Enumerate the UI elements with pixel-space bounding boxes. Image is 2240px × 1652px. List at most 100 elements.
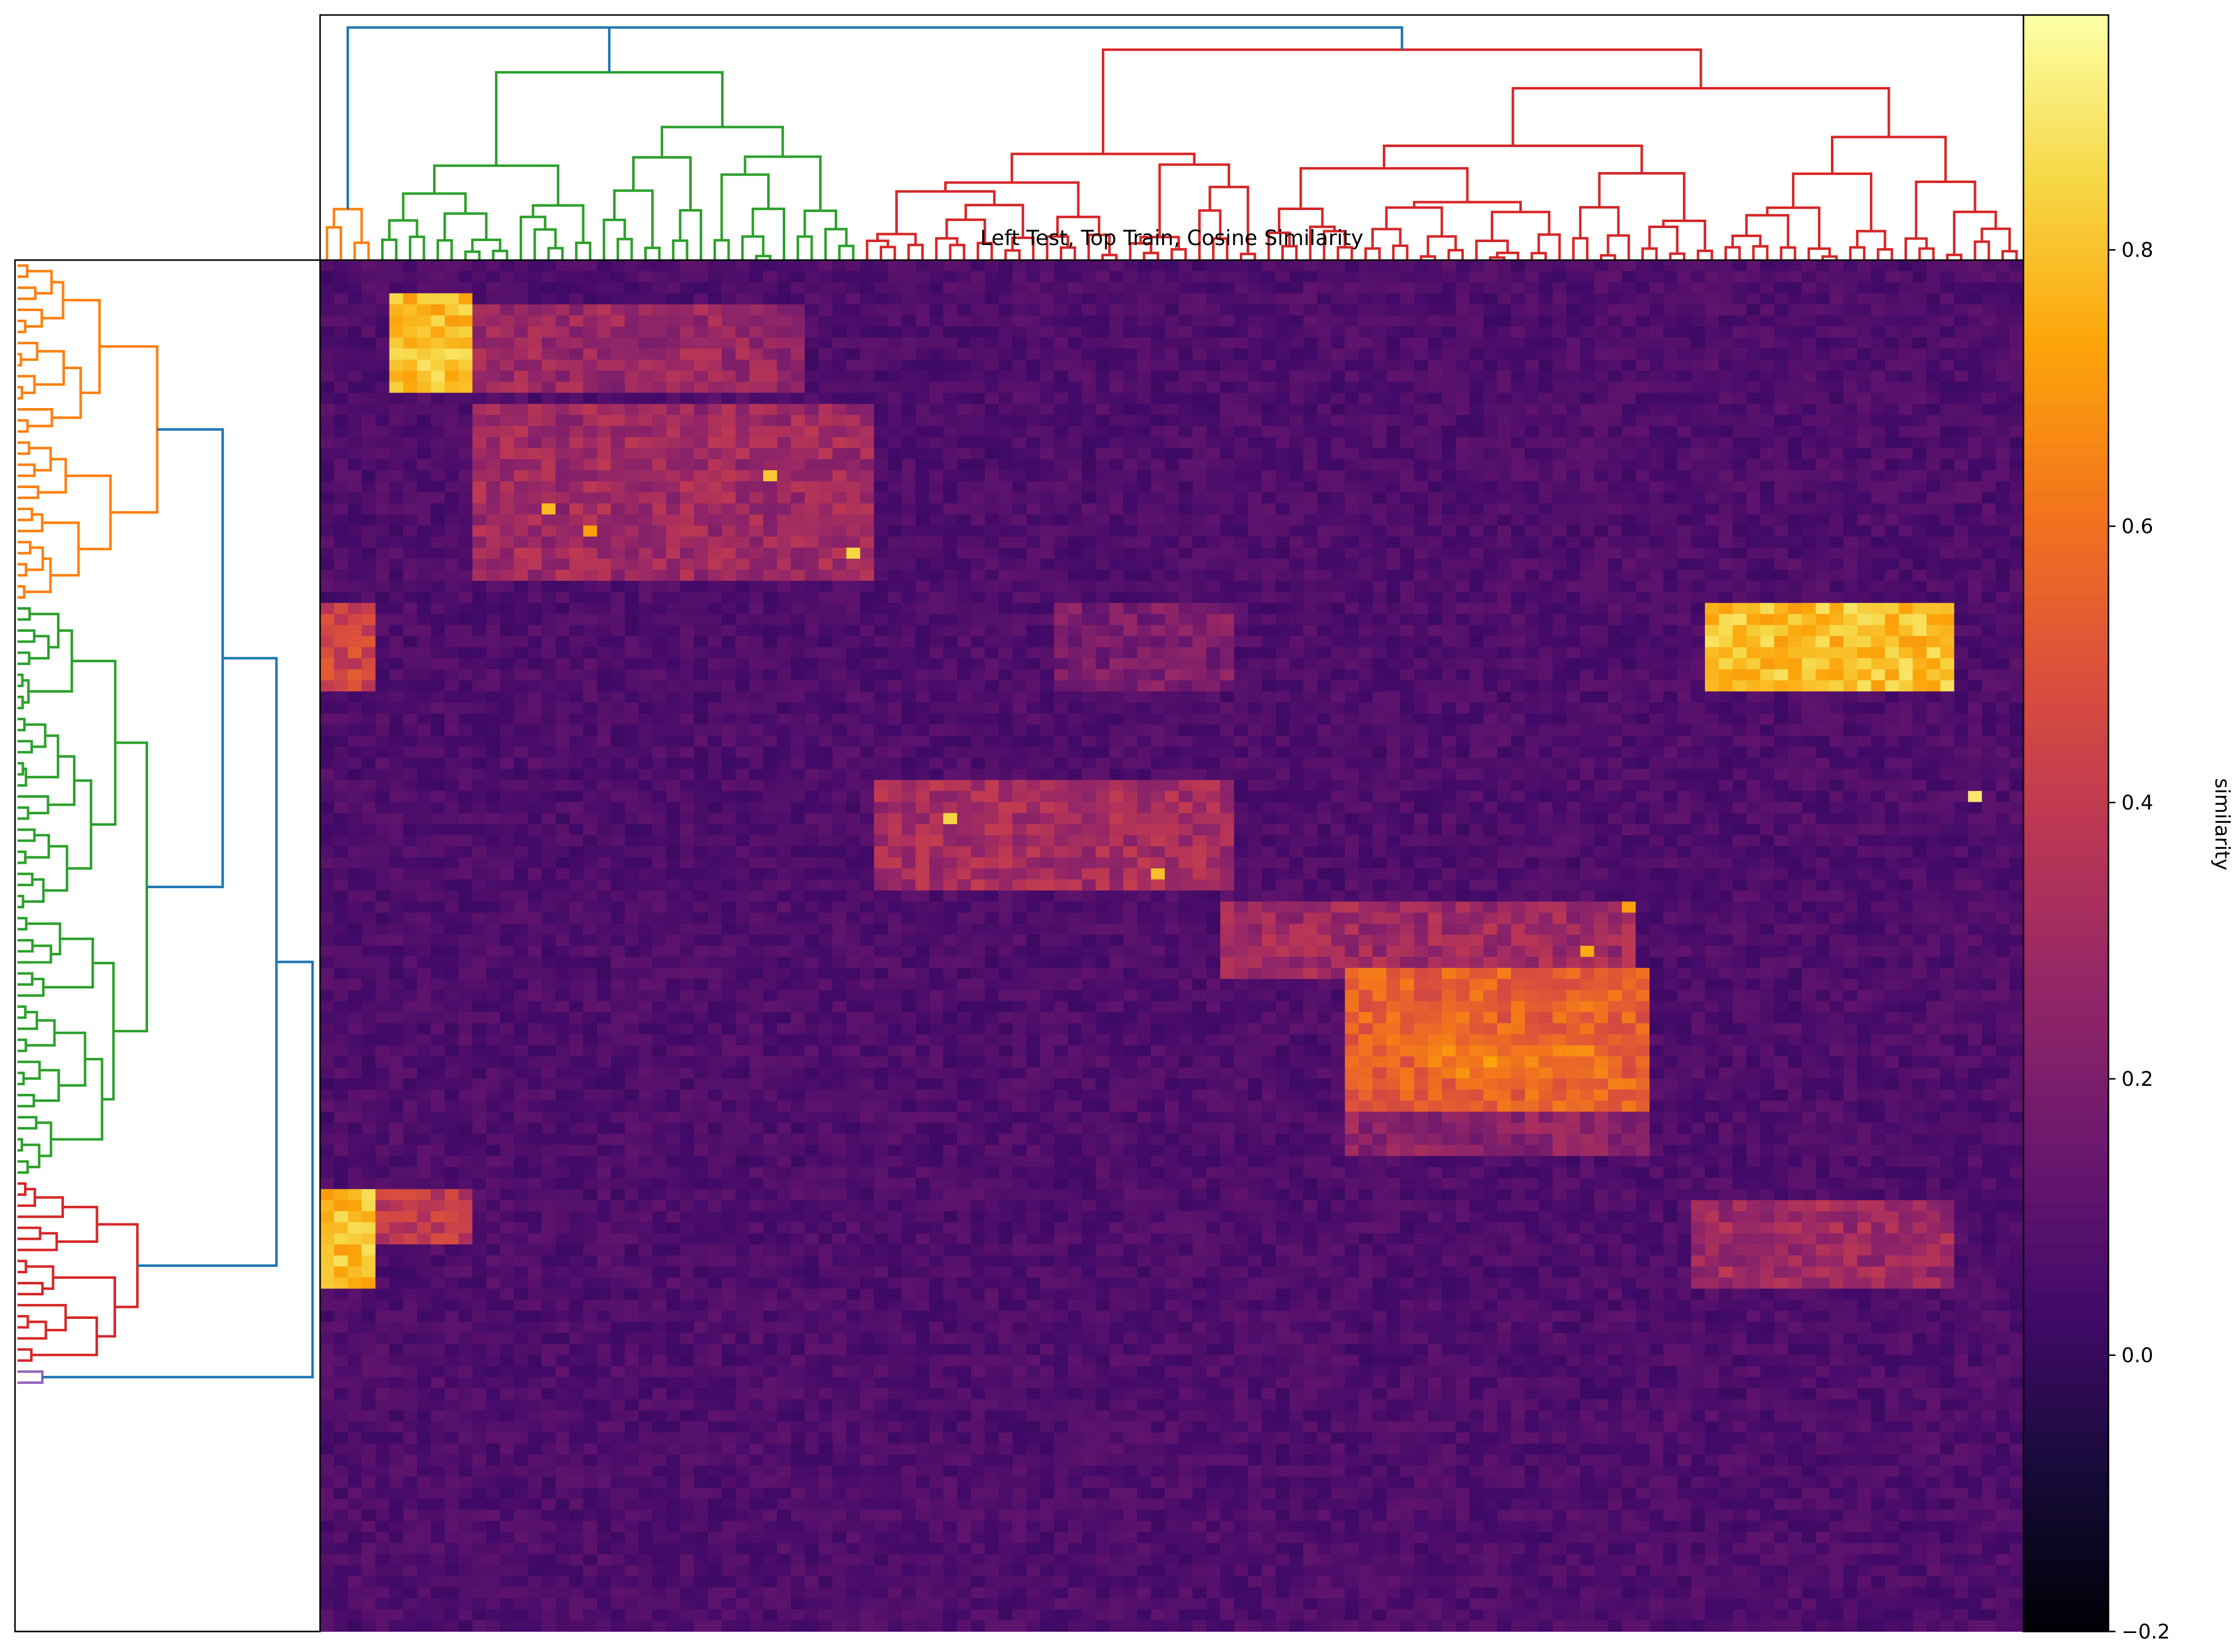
heatmap-cell (1580, 647, 1595, 659)
heatmap-cell (1234, 282, 1248, 294)
heatmap-cell (1580, 437, 1595, 449)
heatmap-cell (1691, 348, 1705, 360)
heatmap-cell (1386, 437, 1401, 449)
heatmap-cell (1580, 570, 1595, 581)
heatmap-cell (1705, 293, 1719, 305)
heatmap-cell (1441, 514, 1456, 526)
heatmap-cell (971, 282, 985, 294)
heatmap-cell (1995, 647, 2010, 659)
heatmap-cell (1303, 426, 1318, 438)
heatmap-cell (1995, 371, 2010, 382)
heatmap-cell (1705, 536, 1719, 548)
heatmap-cell (1926, 536, 1941, 548)
heatmap-cell (1248, 669, 1262, 681)
heatmap-cell (1968, 426, 1982, 438)
heatmap-cell (389, 536, 404, 548)
heatmap-cell (1455, 547, 1470, 559)
heatmap-cell (334, 592, 348, 604)
heatmap-cell (791, 647, 805, 659)
heatmap-cell (1040, 304, 1055, 316)
dendrogram-link (18, 286, 37, 300)
heatmap-cell (1165, 415, 1179, 427)
heatmap-cell (2009, 503, 2024, 515)
heatmap-cell (1082, 260, 1096, 272)
heatmap-cell (403, 404, 418, 416)
heatmap-cell (805, 382, 819, 393)
dendrogram-link (18, 342, 39, 361)
heatmap-cell (597, 448, 612, 460)
dendrogram-link (1419, 255, 1436, 260)
heatmap-cell (1732, 481, 1747, 493)
heatmap-cell (1898, 647, 1913, 659)
heatmap-cell (1635, 636, 1650, 648)
heatmap-cell (638, 304, 653, 316)
heatmap-cell (708, 592, 722, 604)
heatmap-cell (1123, 669, 1138, 681)
heatmap-cell (874, 669, 888, 681)
heatmap-cell (1469, 559, 1484, 570)
heatmap-cell (1621, 337, 1636, 349)
heatmap-cell (1095, 525, 1110, 537)
heatmap-cell (971, 647, 985, 659)
heatmap-cell (1525, 382, 1539, 393)
heatmap-cell (1123, 448, 1138, 460)
heatmap-cell (763, 559, 778, 570)
heatmap-cell (1760, 647, 1775, 659)
heatmap-cell (1635, 614, 1650, 626)
heatmap-cell (1040, 514, 1055, 526)
heatmap-cell (1552, 293, 1567, 305)
heatmap-cell (1705, 382, 1719, 393)
heatmap-cell (902, 570, 916, 581)
heatmap-cell (1386, 503, 1401, 515)
heatmap-cell (638, 360, 653, 371)
heatmap-cell (555, 658, 570, 670)
heatmap-cell (1275, 459, 1290, 471)
heatmap-cell (735, 470, 750, 482)
heatmap-cell (1843, 614, 1858, 626)
heatmap-cell (625, 636, 639, 648)
heatmap-cell (1455, 625, 1470, 637)
heatmap-cell (569, 271, 584, 283)
heatmap-cell (832, 415, 847, 427)
heatmap-cell (417, 525, 432, 537)
heatmap-cell (666, 393, 681, 405)
heatmap-cell (486, 470, 501, 482)
heatmap-cell (860, 481, 875, 493)
heatmap-cell (1760, 603, 1775, 615)
heatmap-cell (735, 382, 750, 393)
heatmap-cell (1469, 437, 1484, 449)
heatmap-cell (1068, 647, 1082, 659)
heatmap-cell (597, 393, 612, 405)
heatmap-cell (1068, 315, 1082, 327)
heatmap-cell (1788, 326, 1802, 338)
heatmap-cell (805, 525, 819, 537)
heatmap-cell (362, 271, 376, 283)
heatmap-cell (1372, 459, 1387, 471)
heatmap-cell (431, 603, 445, 615)
heatmap-cell (597, 636, 612, 648)
heatmap-cell (528, 437, 542, 449)
heatmap-cell (1068, 492, 1082, 504)
heatmap-cell (652, 426, 667, 438)
heatmap-cell (1525, 415, 1539, 427)
heatmap-cell (514, 382, 528, 393)
heatmap-cell (486, 404, 501, 416)
heatmap-cell (1428, 525, 1442, 537)
heatmap-cell (375, 680, 390, 692)
heatmap-cell (1428, 315, 1442, 327)
heatmap-cell (417, 514, 432, 526)
heatmap-cell (528, 371, 542, 382)
heatmap-cell (514, 581, 528, 592)
heatmap-cell (1137, 525, 1152, 537)
heatmap-cell (666, 404, 681, 416)
heatmap-cell (1774, 625, 1788, 637)
heatmap-cell (1843, 459, 1858, 471)
heatmap-cell (1621, 669, 1636, 681)
heatmap-cell (1954, 404, 1968, 416)
heatmap-cell (971, 481, 985, 493)
heatmap-cell (1441, 636, 1456, 648)
heatmap-cell (528, 570, 542, 581)
heatmap-cell (1428, 459, 1442, 471)
heatmap-cell (555, 260, 570, 272)
heatmap-cell (375, 448, 390, 460)
